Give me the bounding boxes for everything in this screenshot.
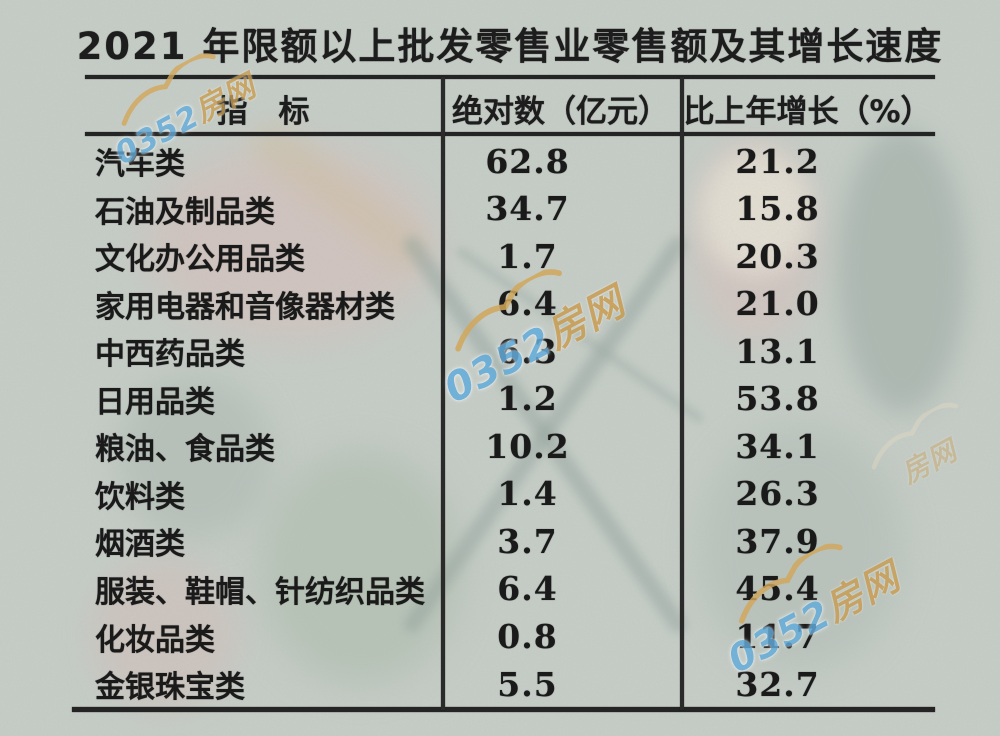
row-label: 日用品类 xyxy=(95,384,215,420)
row-label: 饮料类 xyxy=(95,479,185,515)
row-label: 烟酒类 xyxy=(95,527,185,563)
table-header-border xyxy=(85,132,935,136)
table-row: 文化办公用品类 1.7 20.3 xyxy=(85,232,935,280)
column-header-indicator: 指 标 xyxy=(216,94,310,130)
row-absolute-value: 1.7 xyxy=(497,236,558,276)
column-header-absolute: 绝对数（亿元） xyxy=(452,94,669,130)
row-absolute-value: 1.4 xyxy=(497,474,558,514)
row-growth-value: 32.7 xyxy=(735,664,820,704)
column-header-growth: 比上年增长（%） xyxy=(683,94,932,130)
row-growth-value: 13.1 xyxy=(735,331,820,371)
table-row: 烟酒类 3.7 37.9 xyxy=(85,517,935,565)
row-growth-value: 15.8 xyxy=(735,189,820,229)
row-absolute-value: 3.7 xyxy=(497,521,558,561)
row-label: 金银珠宝类 xyxy=(95,670,245,706)
row-absolute-value: 1.2 xyxy=(497,379,558,419)
table-row: 饮料类 1.4 26.3 xyxy=(85,470,935,518)
row-absolute-value: 5.5 xyxy=(497,664,558,704)
row-absolute-value: 10.2 xyxy=(485,426,570,466)
table-row: 汽车类 62.8 21.2 xyxy=(85,137,935,185)
row-absolute-value: 6.3 xyxy=(497,331,558,371)
row-absolute-value: 6.4 xyxy=(497,284,558,324)
table-row: 化妆品类 0.8 11.7 xyxy=(85,613,935,661)
row-label: 汽车类 xyxy=(95,147,185,182)
table-row: 日用品类 1.2 53.8 xyxy=(85,375,935,423)
row-absolute-value: 0.8 xyxy=(497,617,558,656)
table-row: 金银珠宝类 5.5 32.7 xyxy=(85,660,935,708)
row-growth-value: 20.3 xyxy=(735,236,820,276)
row-growth-value: 53.8 xyxy=(735,379,820,419)
row-absolute-value: 62.8 xyxy=(485,141,570,181)
row-label: 石油及制品类 xyxy=(95,194,275,230)
row-growth-value: 21.2 xyxy=(735,141,820,181)
table-top-border xyxy=(85,75,935,79)
row-growth-value: 11.7 xyxy=(735,617,820,656)
page-title: 2021 年限额以上批发零售业零售额及其增长速度 xyxy=(76,25,944,68)
row-growth-value: 37.9 xyxy=(735,521,820,561)
row-growth-value: 45.4 xyxy=(735,569,820,609)
row-label: 服装、鞋帽、针纺织品类 xyxy=(95,574,425,610)
table-row: 中西药品类 6.3 13.1 xyxy=(85,327,935,375)
row-growth-value: 34.1 xyxy=(735,426,820,466)
row-growth-value: 26.3 xyxy=(735,474,820,514)
row-absolute-value: 6.4 xyxy=(497,569,558,609)
table-row: 服装、鞋帽、针纺织品类 6.4 45.4 xyxy=(85,565,935,613)
table-row: 家用电器和音像器材类 6.4 21.0 xyxy=(85,280,935,328)
row-label: 中西药品类 xyxy=(95,337,245,373)
table-row: 石油及制品类 34.7 15.8 xyxy=(85,185,935,233)
row-label: 文化办公用品类 xyxy=(95,242,305,278)
row-label: 粮油、食品类 xyxy=(95,432,275,468)
row-label: 化妆品类 xyxy=(95,622,215,658)
row-label: 家用电器和音像器材类 xyxy=(95,289,395,325)
row-growth-value: 21.0 xyxy=(735,284,820,324)
row-absolute-value: 34.7 xyxy=(485,189,570,229)
table-row: 粮油、食品类 10.2 34.1 xyxy=(85,422,935,470)
